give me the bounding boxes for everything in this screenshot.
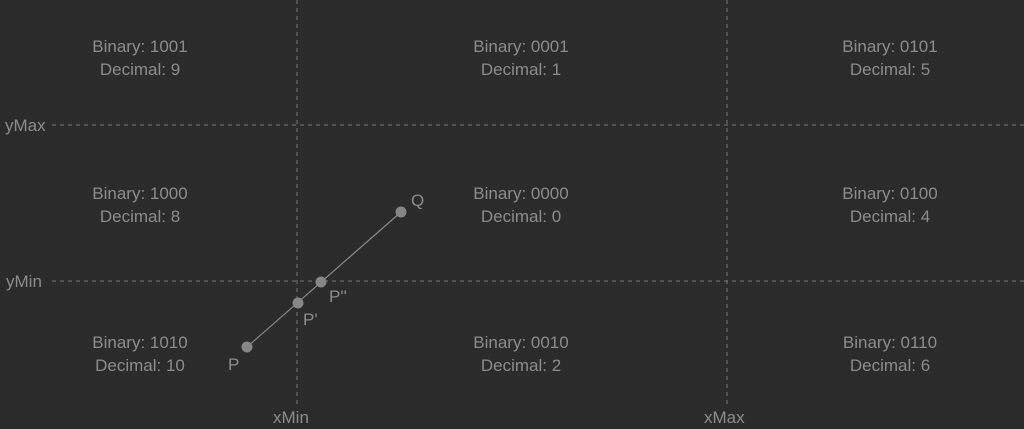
region-6-decimal: Decimal: 6 — [850, 356, 930, 375]
point-q — [395, 206, 407, 218]
point-p-double-prime-label: P'' — [329, 287, 347, 306]
region-0-decimal: Decimal: 0 — [481, 207, 561, 226]
region-6-binary: Binary: 0110 — [843, 333, 937, 352]
x-max-label: xMax — [704, 408, 745, 427]
region-5-binary: Binary: 0101 — [842, 37, 937, 56]
point-p-double-prime — [315, 276, 327, 288]
region-8-binary: Binary: 1000 — [92, 184, 187, 203]
y-max-label: yMax — [5, 116, 46, 135]
region-10-binary: Binary: 1010 — [92, 333, 187, 352]
y-min-label: yMin — [6, 272, 42, 291]
region-4-binary: Binary: 0100 — [842, 184, 937, 203]
region-5-decimal: Decimal: 5 — [850, 60, 930, 79]
region-4-decimal: Decimal: 4 — [850, 207, 930, 226]
point-p-prime — [292, 297, 304, 309]
region-1-binary: Binary: 0001 — [473, 37, 568, 56]
region-2-decimal: Decimal: 2 — [481, 356, 561, 375]
region-2-binary: Binary: 0010 — [473, 333, 568, 352]
region-0-binary: Binary: 0000 — [473, 184, 568, 203]
region-9-binary: Binary: 1001 — [92, 37, 187, 56]
point-p-prime-label: P' — [303, 310, 318, 329]
region-8-decimal: Decimal: 8 — [100, 207, 180, 226]
region-1-decimal: Decimal: 1 — [481, 60, 561, 79]
point-q-label: Q — [411, 191, 424, 210]
point-p-label: P — [228, 355, 239, 374]
region-9-decimal: Decimal: 9 — [100, 60, 180, 79]
region-10-decimal: Decimal: 10 — [95, 356, 185, 375]
point-p — [241, 341, 253, 353]
x-min-label: xMin — [273, 408, 309, 427]
